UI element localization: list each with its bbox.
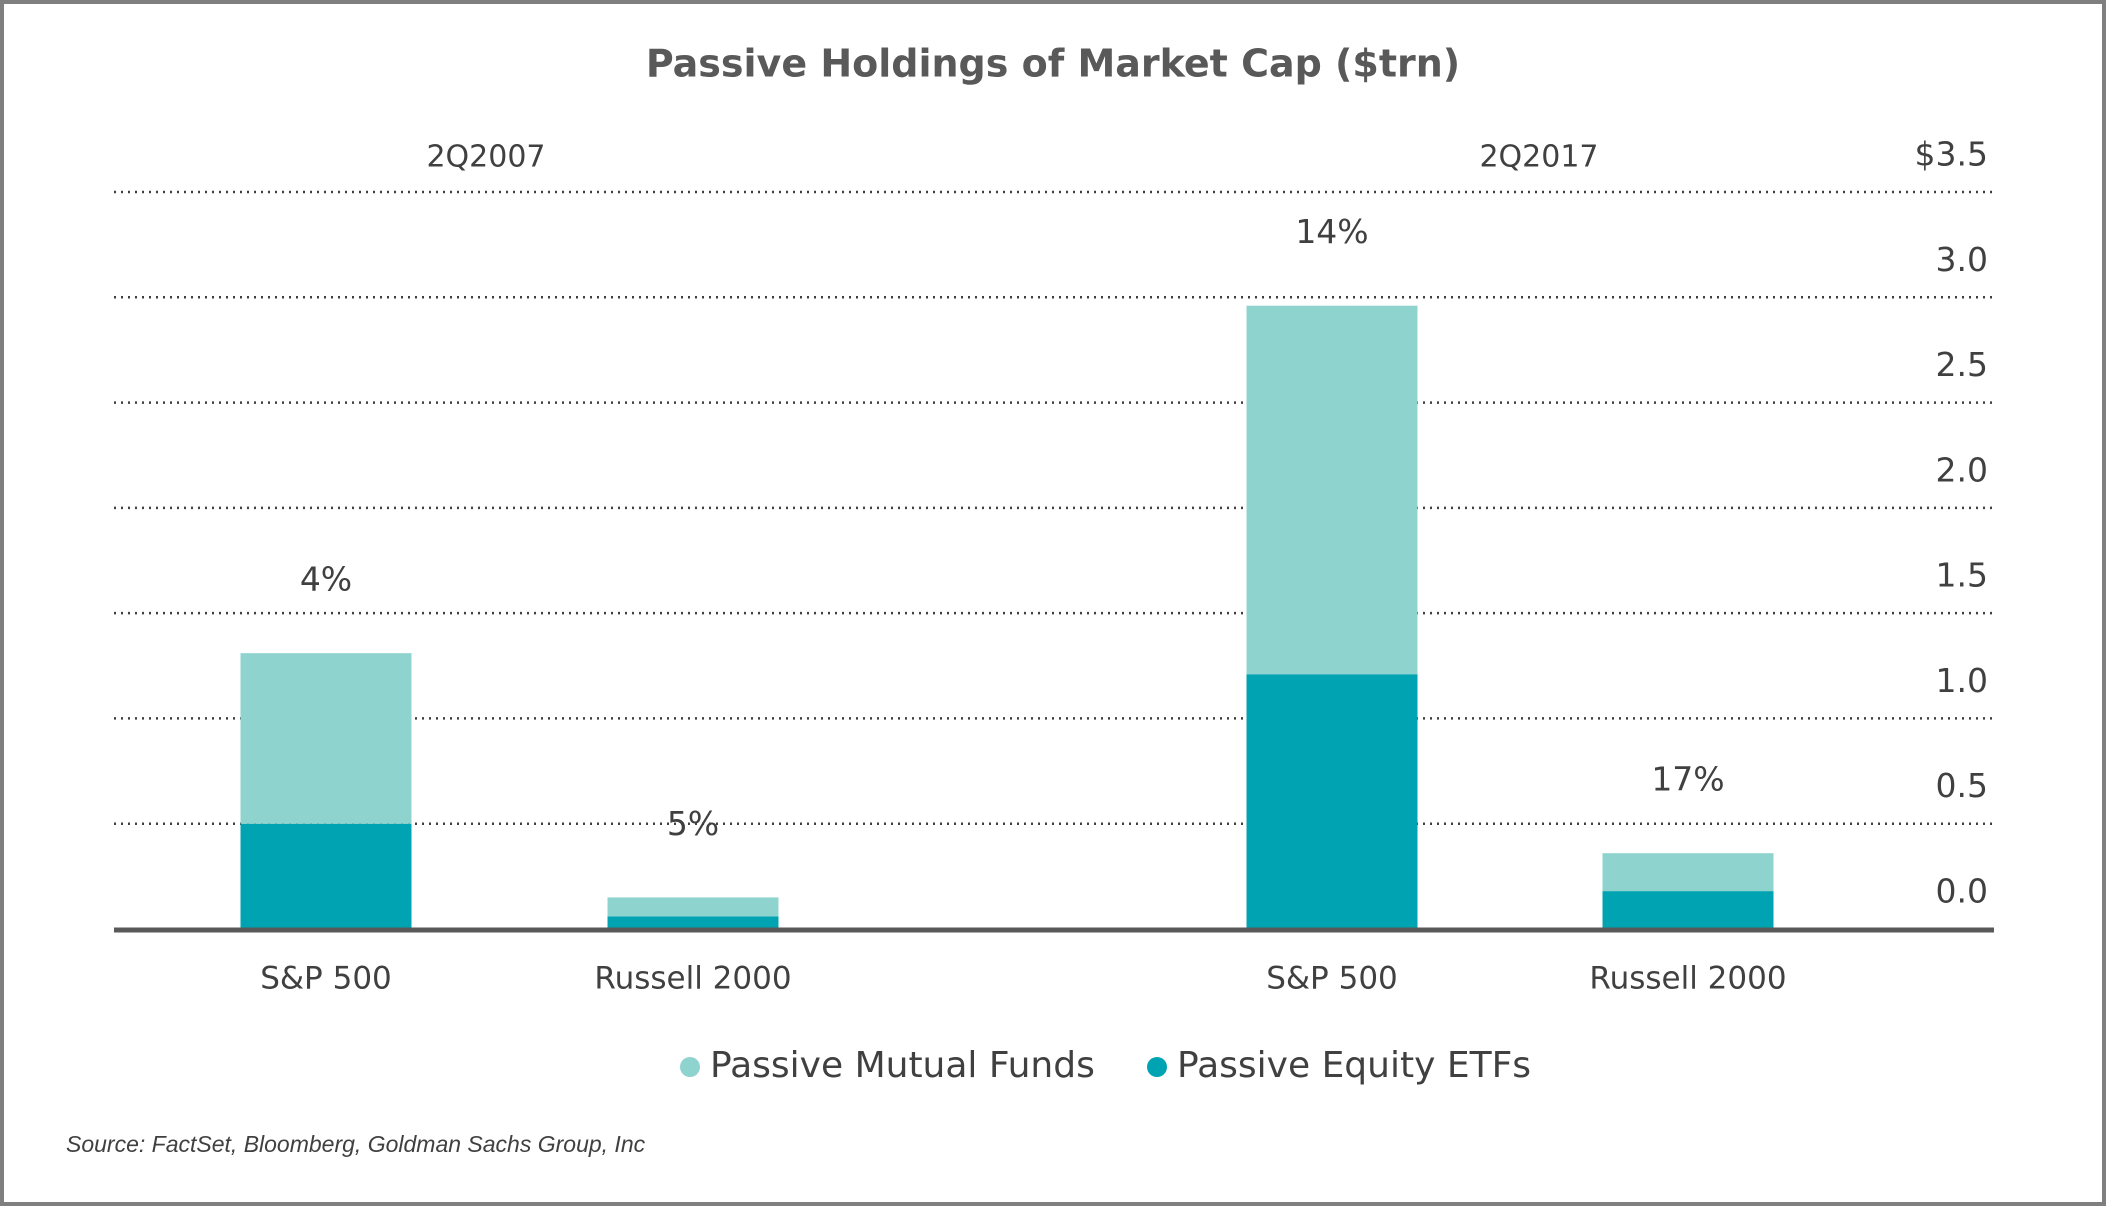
bar-segment (1602, 891, 1774, 929)
group-label: 2Q2017 (1479, 140, 1598, 175)
bar-segment (1246, 674, 1418, 929)
bar-label: 14% (1295, 212, 1368, 251)
x-tick-label: S&P 500 (1266, 961, 1398, 997)
y-tick-label: 1.5 (1936, 556, 1988, 595)
y-tick-label: 0.5 (1936, 766, 1988, 805)
chart-title: Passive Holdings of Market Cap ($trn) (646, 42, 1460, 86)
y-tick-label: 2.0 (1936, 450, 1988, 489)
y-tick-label: 3.0 (1936, 240, 1988, 279)
bar-segment (240, 823, 412, 929)
legend-swatch (1147, 1057, 1167, 1077)
legend-swatch (680, 1057, 700, 1077)
bar-segment (1246, 305, 1418, 675)
x-tick-label: S&P 500 (260, 961, 392, 997)
y-tick-label: 2.5 (1936, 345, 1988, 384)
bar-label: 4% (300, 560, 352, 599)
bar-segment (240, 653, 412, 824)
y-tick-label: $3.5 (1915, 135, 1988, 174)
y-tick-label: 1.0 (1936, 661, 1988, 700)
source-note: Source: FactSet, Bloomberg, Goldman Sach… (66, 1131, 646, 1157)
group-label: 2Q2007 (426, 140, 545, 175)
legend-label: Passive Equity ETFs (1177, 1045, 1531, 1086)
x-tick-label: Russell 2000 (1589, 961, 1786, 997)
y-tick-label: 0.0 (1936, 872, 1988, 911)
bar-segment (1602, 853, 1774, 892)
bar-segment (607, 916, 779, 929)
bar-label: 17% (1651, 760, 1724, 799)
bar-segment (607, 897, 779, 917)
legend-label: Passive Mutual Funds (710, 1045, 1095, 1086)
bar-label: 5% (667, 804, 719, 843)
x-tick-label: Russell 2000 (594, 961, 791, 997)
